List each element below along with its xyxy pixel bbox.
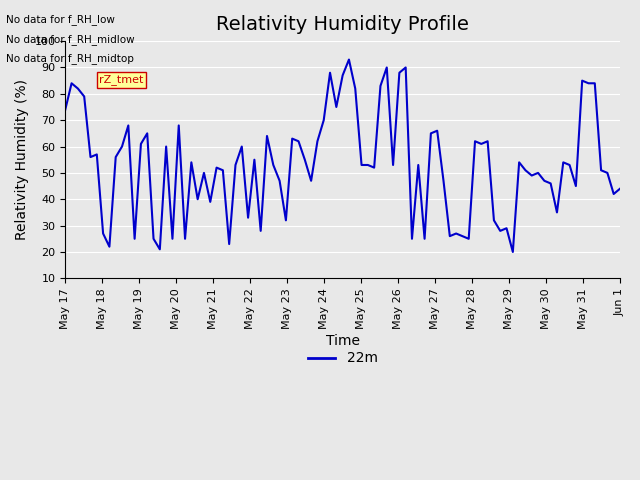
Text: No data for f_RH_low: No data for f_RH_low [6, 14, 115, 25]
Text: No data for f_RH_midlow: No data for f_RH_midlow [6, 34, 135, 45]
Title: Relativity Humidity Profile: Relativity Humidity Profile [216, 15, 469, 34]
Text: No data for f_RH_midtop: No data for f_RH_midtop [6, 53, 134, 64]
X-axis label: Time: Time [326, 335, 360, 348]
Text: rZ_tmet: rZ_tmet [99, 74, 143, 85]
Y-axis label: Relativity Humidity (%): Relativity Humidity (%) [15, 79, 29, 240]
Legend: 22m: 22m [302, 346, 383, 371]
